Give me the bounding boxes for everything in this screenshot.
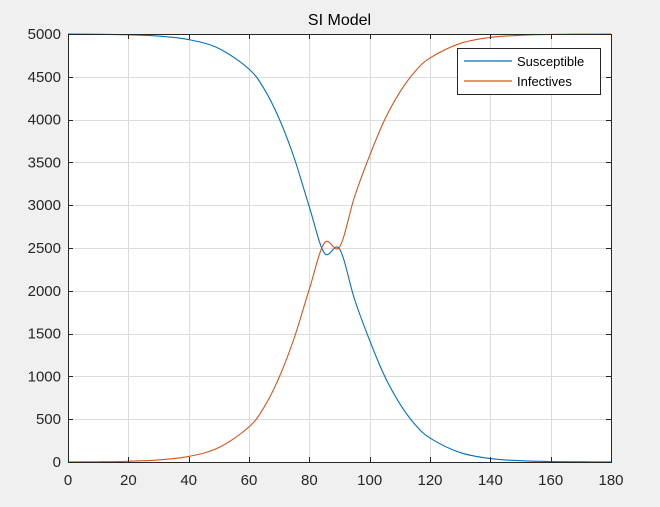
y-tick-label: 2500: [28, 240, 61, 257]
x-tick-label: 80: [301, 472, 318, 489]
legend-box: [457, 48, 601, 95]
legend: Susceptible Infectives: [457, 48, 601, 95]
y-tick-label: 4500: [28, 69, 61, 86]
grid-lines: [68, 34, 611, 462]
x-tick-label: 120: [417, 472, 442, 489]
y-tick-label: 1000: [28, 368, 61, 385]
y-tick-label: 3500: [28, 154, 61, 171]
x-tick-label: 20: [120, 472, 137, 489]
infectives-legend-label: Infectives: [517, 74, 572, 89]
y-tick-label: 1500: [28, 326, 61, 343]
x-tick-label: 140: [478, 472, 503, 489]
x-tick-label: 60: [241, 472, 258, 489]
axis-ticks: [68, 34, 612, 463]
x-tick-label: 0: [64, 472, 72, 489]
tick-labels: 0 20 40 60 80 100 120 140 160 180 0 500 1000 1500 2000…: [28, 26, 624, 489]
y-tick-label: 3000: [28, 197, 61, 214]
y-tick-label: 5000: [28, 26, 61, 43]
y-tick-label: 500: [36, 411, 61, 428]
y-tick-label: 0: [53, 454, 61, 471]
x-tick-label: 160: [538, 472, 563, 489]
x-tick-label: 40: [180, 472, 197, 489]
chart-title: SI Model: [308, 12, 371, 29]
y-tick-label: 2000: [28, 283, 61, 300]
y-tick-label: 4000: [28, 112, 61, 129]
x-tick-label: 100: [357, 472, 382, 489]
x-tick-label: 180: [598, 472, 623, 489]
susceptible-legend-label: Susceptible: [517, 54, 584, 69]
